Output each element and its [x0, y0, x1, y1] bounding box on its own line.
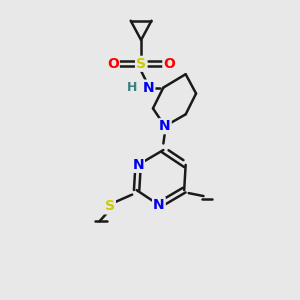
- Text: S: S: [136, 57, 146, 71]
- Text: N: N: [143, 81, 154, 94]
- Text: H: H: [127, 81, 137, 94]
- Text: O: O: [164, 57, 175, 71]
- Text: N: N: [153, 198, 165, 212]
- Text: O: O: [107, 57, 119, 71]
- Text: N: N: [159, 119, 171, 133]
- Text: S: S: [105, 200, 115, 214]
- Text: N: N: [132, 158, 144, 172]
